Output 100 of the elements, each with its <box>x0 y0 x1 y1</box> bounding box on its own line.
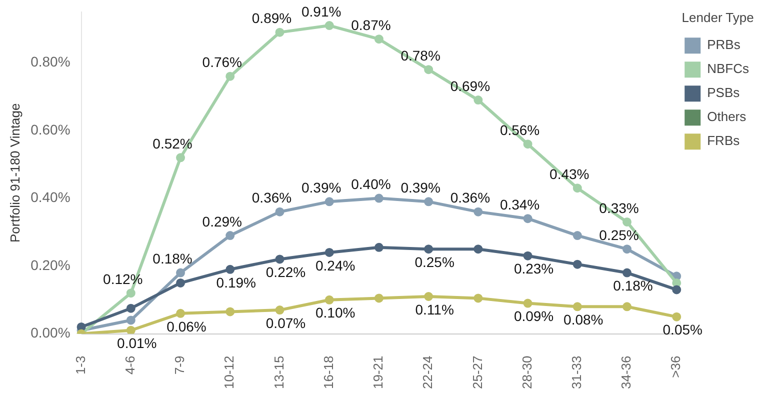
x-tick-label: 4-6 <box>122 356 138 375</box>
point <box>324 295 334 304</box>
x-tick-label: 22-24 <box>420 356 436 389</box>
point <box>474 207 483 216</box>
point <box>523 251 532 260</box>
x-tick-label: 10-12 <box>222 356 237 389</box>
point <box>275 28 284 37</box>
data-label: 0.07% <box>266 314 306 331</box>
point <box>76 322 86 332</box>
point <box>176 278 186 288</box>
data-label: 0.76% <box>202 54 242 70</box>
data-label: 0.36% <box>450 190 490 206</box>
point <box>324 21 334 30</box>
point <box>474 294 483 303</box>
x-tick-label: 25-27 <box>470 356 485 389</box>
point <box>374 294 384 303</box>
point <box>275 254 284 264</box>
point <box>275 306 284 315</box>
data-label: 0.78% <box>400 47 440 64</box>
x-tick-label: 31-33 <box>568 356 584 389</box>
legend-title: Lender Type <box>682 10 754 26</box>
data-label: 0.18% <box>152 250 192 267</box>
legend-label: Others <box>707 109 747 124</box>
point <box>572 302 582 312</box>
legend-label: NBFCs <box>707 61 750 76</box>
point <box>374 194 384 203</box>
point <box>622 302 632 312</box>
data-label: 0.25% <box>414 254 454 270</box>
point <box>622 268 632 278</box>
data-label: 0.40% <box>351 176 391 192</box>
x-tick-label: >36 <box>668 356 684 378</box>
point <box>424 65 434 74</box>
point <box>424 292 434 301</box>
point <box>126 316 136 325</box>
y-tick-label: 0.60% <box>30 121 70 138</box>
data-label: 0.69% <box>450 78 490 94</box>
x-tick-label: 16-18 <box>320 356 336 389</box>
x-tick-label: 28-30 <box>519 356 534 389</box>
data-label: 0.25% <box>599 226 639 243</box>
point <box>672 312 682 322</box>
point <box>474 96 483 105</box>
point <box>622 217 632 226</box>
point <box>622 244 632 254</box>
data-label: 0.22% <box>266 264 306 280</box>
data-label: 0.29% <box>202 213 242 230</box>
x-tick-label: 13-15 <box>271 356 286 389</box>
data-label: 0.19% <box>216 274 256 290</box>
x-tick-label: 7-9 <box>172 356 188 375</box>
data-label: 0.36% <box>252 190 292 206</box>
y-axis-title: Portfolio 91-180 Vintage <box>7 103 22 242</box>
point <box>474 244 483 254</box>
data-label: 0.18% <box>613 278 653 294</box>
point <box>226 264 235 274</box>
point <box>226 307 235 316</box>
data-label: 0.23% <box>514 260 554 277</box>
y-tick-label: 0.20% <box>30 256 70 273</box>
y-tick-label: 0.00% <box>30 324 70 341</box>
data-label: 0.89% <box>252 10 292 26</box>
point <box>126 288 136 298</box>
legend-label: PRBs <box>707 37 741 52</box>
legend-label: FRBs <box>707 133 740 148</box>
point <box>176 153 186 162</box>
legend-label: PSBs <box>707 85 740 100</box>
data-label: 0.56% <box>500 122 540 138</box>
point <box>672 285 682 294</box>
point <box>424 197 434 206</box>
point <box>126 326 136 334</box>
x-tick-label: 1-3 <box>72 356 88 375</box>
data-label: 0.06% <box>166 318 206 334</box>
y-tick-label: 0.40% <box>30 189 70 206</box>
point <box>176 308 186 318</box>
point <box>226 231 235 240</box>
point <box>424 244 434 254</box>
data-label: 0.33% <box>599 200 639 216</box>
data-label: 0.87% <box>351 16 391 33</box>
point <box>523 140 532 149</box>
data-label: 0.39% <box>400 180 440 196</box>
point <box>324 248 334 257</box>
data-label: 0.39% <box>301 180 342 196</box>
data-label: 0.43% <box>550 166 590 182</box>
x-tick-label: 19-21 <box>370 356 386 389</box>
point <box>176 268 186 278</box>
point <box>374 242 384 252</box>
point <box>226 72 235 81</box>
data-label: 0.09% <box>514 308 554 324</box>
data-label: 0.10% <box>315 304 356 321</box>
point <box>572 184 582 193</box>
data-label: 0.24% <box>315 257 356 274</box>
data-label: 0.34% <box>500 196 540 212</box>
point <box>572 231 582 240</box>
data-label: 0.01% <box>117 335 157 352</box>
point <box>324 197 334 206</box>
data-label: 0.11% <box>415 301 454 318</box>
data-label: 0.08% <box>564 312 604 328</box>
y-tick-label: 0.80% <box>30 54 70 70</box>
point <box>374 34 384 44</box>
data-label: 0.52% <box>152 135 192 152</box>
point <box>126 304 136 313</box>
x-tick-label: 34-36 <box>618 356 634 389</box>
point <box>523 214 532 224</box>
